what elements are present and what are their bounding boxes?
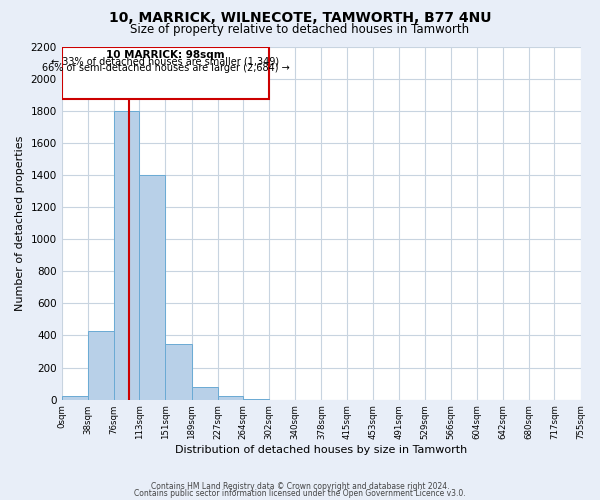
Text: 10, MARRICK, WILNECOTE, TAMWORTH, B77 4NU: 10, MARRICK, WILNECOTE, TAMWORTH, B77 4N…: [109, 11, 491, 25]
Bar: [166, 344, 191, 400]
Bar: [62, 396, 88, 400]
Text: Contains public sector information licensed under the Open Government Licence v3: Contains public sector information licen…: [134, 489, 466, 498]
Text: Size of property relative to detached houses in Tamworth: Size of property relative to detached ho…: [130, 22, 470, 36]
Bar: [191, 387, 218, 400]
Text: 10 MARRICK: 98sqm: 10 MARRICK: 98sqm: [106, 50, 225, 59]
Bar: [243, 399, 269, 400]
Text: Contains HM Land Registry data © Crown copyright and database right 2024.: Contains HM Land Registry data © Crown c…: [151, 482, 449, 491]
X-axis label: Distribution of detached houses by size in Tamworth: Distribution of detached houses by size …: [175, 445, 467, 455]
Text: 66% of semi-detached houses are larger (2,684) →: 66% of semi-detached houses are larger (…: [41, 62, 289, 72]
Y-axis label: Number of detached properties: Number of detached properties: [15, 136, 25, 311]
Bar: [62, 48, 269, 100]
Bar: [139, 175, 166, 400]
Bar: [114, 110, 139, 400]
Bar: [218, 396, 243, 400]
Text: ← 33% of detached houses are smaller (1,349): ← 33% of detached houses are smaller (1,…: [52, 56, 280, 66]
Bar: [88, 330, 114, 400]
